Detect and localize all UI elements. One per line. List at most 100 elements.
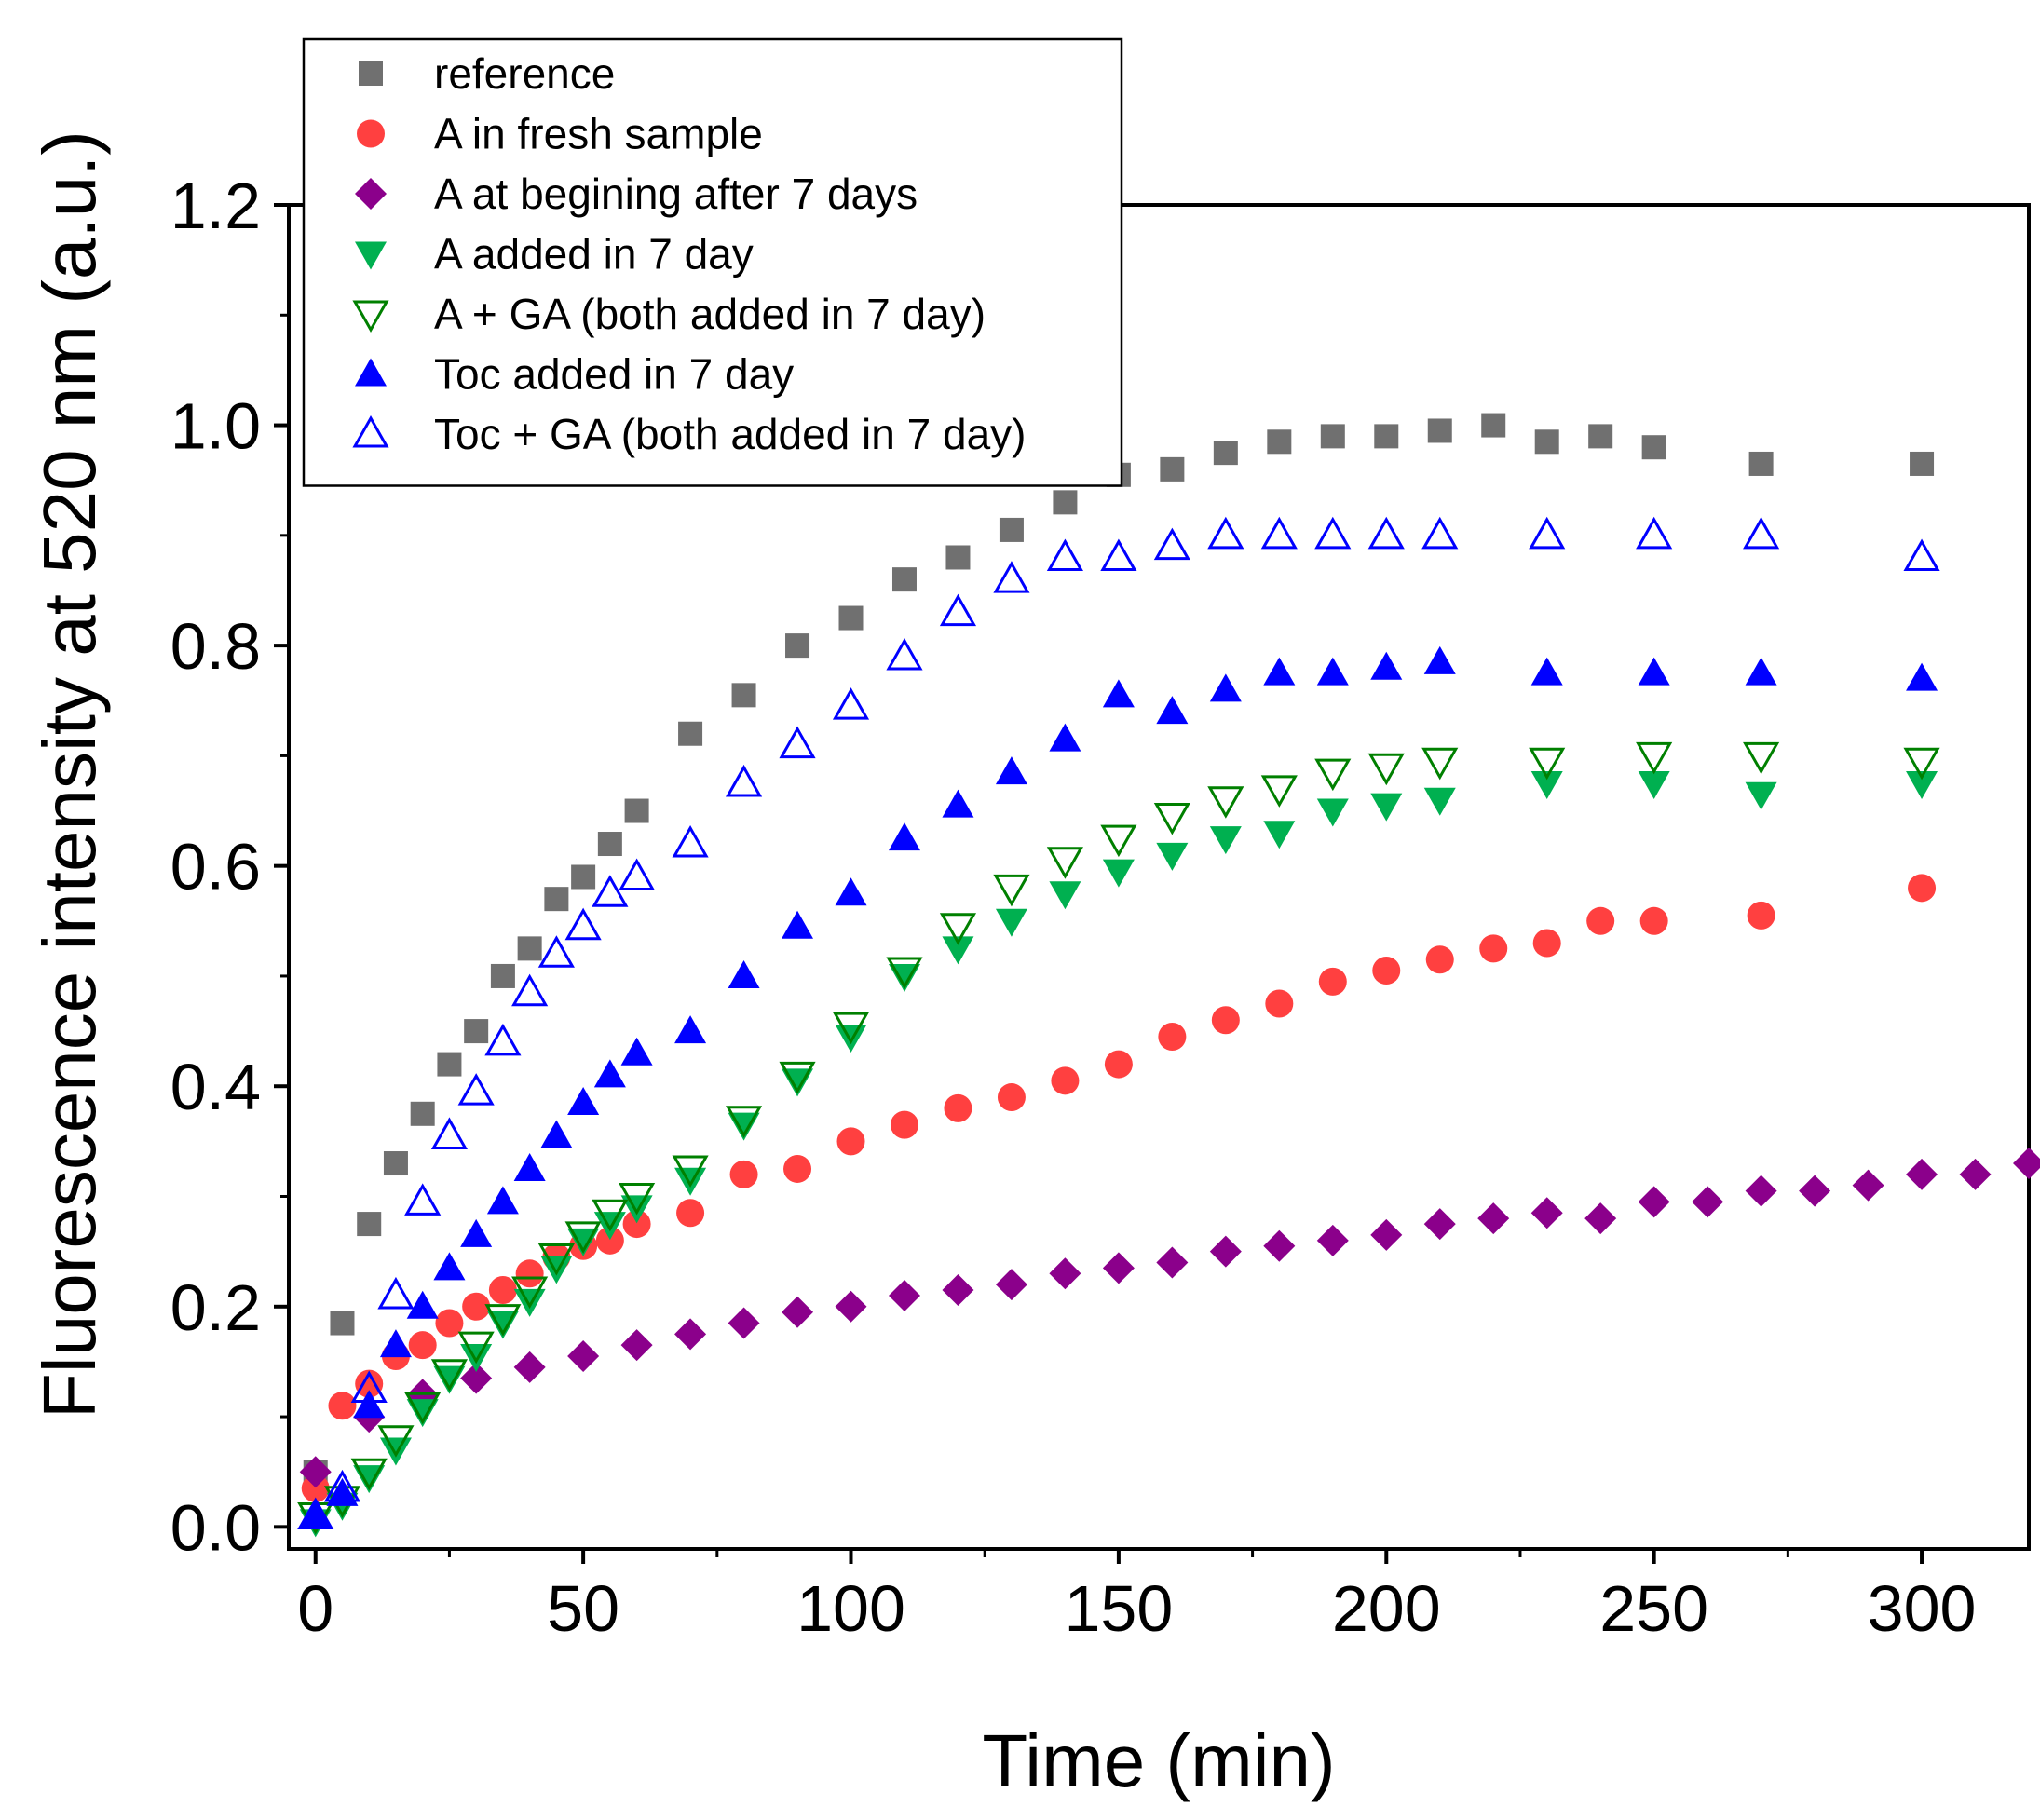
data-point (1908, 874, 1937, 903)
data-point (1584, 1202, 1617, 1235)
data-point (1318, 967, 1347, 996)
data-point (942, 936, 974, 965)
data-point (1636, 741, 1673, 775)
data-point (1638, 1186, 1670, 1218)
data-point (1265, 989, 1294, 1018)
data-point (1156, 696, 1189, 725)
data-point (410, 1101, 435, 1126)
data-point (1588, 424, 1613, 449)
data-point (511, 973, 549, 1007)
data-point (457, 1073, 495, 1106)
data-point (993, 561, 1030, 593)
data-point (678, 721, 703, 746)
data-point (537, 935, 575, 968)
data-point (1910, 451, 1935, 476)
data-point (783, 1154, 812, 1183)
data-point (1959, 1158, 1992, 1190)
x-tick-label: 50 (547, 1572, 619, 1645)
data-point (995, 756, 1027, 785)
data-point (1743, 516, 1780, 550)
x-tick-label: 300 (1868, 1572, 1977, 1645)
data-point (435, 1309, 464, 1338)
x-tick-label: 200 (1332, 1572, 1441, 1645)
y-tick-label: 0.0 (170, 1491, 261, 1564)
data-point (1314, 758, 1352, 792)
data-point (891, 567, 917, 592)
legend-marker (355, 178, 387, 210)
data-point (377, 1276, 415, 1310)
data-point (326, 1477, 359, 1506)
data-point (515, 1259, 544, 1288)
data-point (1316, 798, 1349, 827)
data-point (379, 1329, 412, 1358)
data-point (355, 1369, 384, 1398)
data-point (1209, 673, 1242, 702)
data-point (486, 1186, 519, 1215)
data-point (1534, 429, 1559, 455)
data-point (1421, 516, 1459, 550)
y-tick-label: 1.2 (170, 170, 261, 242)
data-point (835, 1025, 867, 1053)
data-point (1423, 1208, 1456, 1241)
data-point (1260, 516, 1298, 550)
data-point (728, 1307, 760, 1339)
data-point (1213, 441, 1238, 466)
legend-item: reference (359, 49, 615, 98)
series-1-points (303, 413, 1935, 1485)
data-point (571, 864, 596, 890)
data-point (1158, 1023, 1187, 1052)
data-point (517, 936, 542, 961)
data-point (1209, 1235, 1242, 1268)
data-point (1153, 527, 1190, 561)
legend-marker (352, 414, 389, 448)
data-point (1102, 679, 1135, 708)
data-point (1102, 859, 1135, 888)
data-point (838, 605, 864, 631)
legend-marker (352, 300, 389, 333)
x-tick-label: 0 (297, 1572, 333, 1645)
data-point (567, 1086, 600, 1115)
data-point (1370, 1218, 1403, 1251)
data-point (593, 1059, 626, 1088)
data-point (1903, 747, 1940, 781)
data-point (782, 1296, 814, 1328)
data-point (999, 517, 1024, 542)
x-axis-title: Time (min) (982, 1719, 1335, 1802)
x-tick-label: 150 (1064, 1572, 1173, 1645)
data-point (1104, 1050, 1133, 1079)
data-point (350, 1458, 388, 1491)
data-point (511, 1276, 549, 1310)
data-point (886, 637, 923, 671)
data-point (1743, 741, 1780, 775)
series-4-points (299, 770, 1938, 1538)
data-point (437, 1052, 462, 1077)
legend-item: Toc + GA (both added in 7 day) (352, 410, 1026, 458)
data-point (835, 877, 867, 906)
data-point (564, 1221, 602, 1254)
legend-label: Toc + GA (both added in 7 day) (434, 410, 1026, 458)
data-point (945, 545, 971, 570)
legend-box (302, 37, 1123, 487)
data-point (1156, 1246, 1189, 1279)
data-point (1477, 1202, 1510, 1235)
data-point (1641, 435, 1666, 460)
data-point (433, 1252, 466, 1281)
data-point (1852, 1169, 1884, 1202)
data-point (832, 1012, 870, 1045)
data-point (1267, 429, 1292, 455)
data-marks (297, 413, 2040, 1538)
data-point (1370, 651, 1403, 680)
legend-label: A added in 7 day (434, 230, 754, 278)
data-point (1046, 847, 1083, 879)
data-point (460, 1362, 493, 1394)
data-point (1906, 770, 1938, 799)
data-point (1425, 945, 1454, 974)
data-point (1320, 424, 1345, 449)
data-point (1100, 824, 1137, 858)
data-point (1747, 901, 1775, 930)
data-point (1207, 786, 1244, 819)
data-point (1427, 418, 1452, 443)
data-point (832, 687, 870, 720)
data-point (297, 1497, 334, 1530)
